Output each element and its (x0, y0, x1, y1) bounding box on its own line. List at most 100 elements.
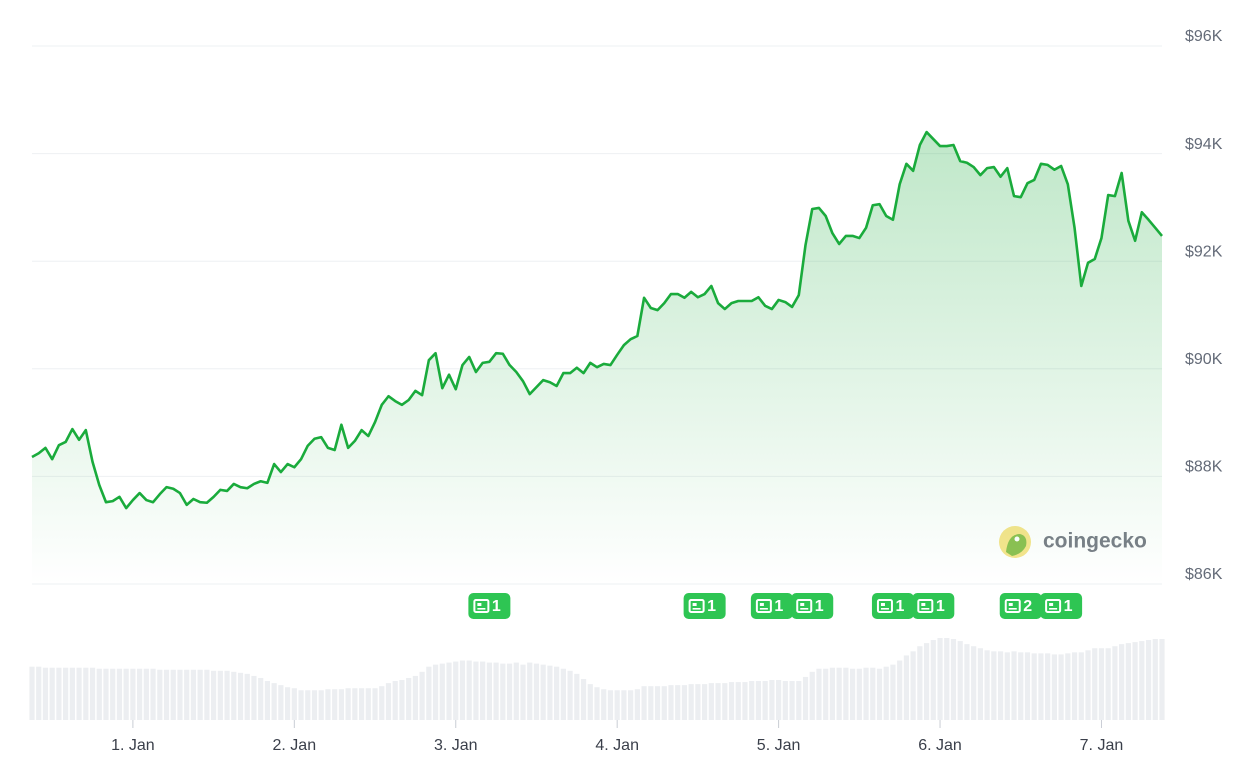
volume-bar (574, 673, 580, 720)
volume-bar (419, 671, 425, 720)
volume-bar (352, 688, 358, 720)
volume-bar (345, 688, 351, 720)
volume-bar (271, 683, 277, 720)
volume-bar (816, 668, 822, 720)
volume-bar (63, 667, 69, 720)
volume-bar (1159, 639, 1165, 720)
volume-bar (1112, 646, 1118, 720)
volume-bar (258, 677, 264, 720)
volume-bar (284, 687, 291, 720)
volume-bar (500, 663, 506, 720)
volume-bar (654, 686, 661, 720)
volume-bar (1018, 652, 1024, 720)
volume-bar (688, 684, 694, 720)
news-icon (688, 599, 705, 613)
volume-bar (184, 669, 190, 720)
news-icon-line (921, 603, 926, 606)
news-count: 1 (936, 598, 945, 615)
volume-bar (957, 641, 963, 720)
news-count: 1 (774, 598, 783, 615)
volume-bar (237, 672, 244, 720)
volume-bar (897, 660, 903, 720)
news-icon-line (1049, 603, 1054, 606)
y-tick-label: $90K (1185, 351, 1223, 368)
volume-bar (110, 668, 116, 720)
news-icon (917, 599, 934, 613)
volume-bar (177, 669, 183, 720)
news-badges: 1 1 1 1 1 1 2 1 (468, 593, 1083, 619)
volume-bar (123, 668, 129, 720)
volume-bar (116, 668, 123, 720)
news-icon-line (1049, 608, 1058, 610)
news-badge[interactable]: 1 (750, 593, 793, 619)
volume-bar (836, 667, 842, 720)
volume-bar (702, 684, 708, 720)
news-icon (876, 599, 893, 613)
news-icon-line (800, 608, 809, 610)
volume-bar (251, 675, 257, 720)
volume-bar (217, 670, 223, 720)
volume-bar (950, 639, 957, 720)
volume-bar (29, 666, 35, 720)
volume-bar (917, 646, 923, 720)
volume-bar (668, 685, 674, 720)
volume-bar (695, 684, 701, 720)
news-icon-line (921, 608, 930, 610)
volume-bar (648, 686, 654, 720)
volume-bar (923, 643, 930, 720)
volume-bar (1145, 640, 1152, 720)
volume-bar (1092, 648, 1098, 720)
x-tick-label: 3. Jan (434, 737, 478, 754)
volume-bar (930, 640, 936, 720)
volume-bar (977, 648, 983, 720)
volume-bar (984, 650, 990, 720)
volume-bar (197, 669, 203, 720)
volume-bar (742, 682, 748, 720)
volume-bar (789, 681, 795, 720)
volume-bar (628, 690, 634, 720)
news-count: 1 (707, 598, 716, 615)
news-badge[interactable]: 1 (912, 593, 955, 619)
x-tick-label: 6. Jan (918, 737, 962, 754)
volume-bar (728, 682, 735, 720)
volume-bar (769, 680, 775, 720)
volume-bar (89, 667, 96, 720)
news-badge[interactable]: 1 (791, 593, 834, 619)
y-tick-label: $96K (1185, 28, 1223, 45)
volume-bar (782, 681, 788, 720)
volume-bar (823, 668, 829, 720)
volume-bar (594, 687, 600, 720)
volume-bar (379, 686, 385, 720)
volume-bar (332, 689, 338, 720)
news-badge[interactable]: 1 (1040, 593, 1083, 619)
volume-bar (231, 671, 237, 720)
y-tick-label: $88K (1185, 459, 1223, 476)
volume-bar (305, 690, 311, 720)
volume-bar (715, 683, 721, 720)
volume-bar (143, 668, 149, 720)
volume-bar (157, 669, 163, 720)
news-badge[interactable]: 2 (999, 593, 1042, 619)
news-badge[interactable]: 1 (683, 593, 726, 619)
news-icon-line (1008, 608, 1017, 610)
x-tick-label: 5. Jan (757, 737, 801, 754)
volume-bar (708, 683, 714, 720)
volume-bar (580, 679, 587, 720)
volume-bar (1078, 652, 1084, 720)
volume-bar (634, 689, 640, 720)
volume-bar (614, 690, 620, 720)
volume-bar (96, 668, 102, 720)
news-icon (1045, 599, 1062, 613)
news-icon (1004, 599, 1021, 613)
volume-bar (1024, 652, 1031, 720)
volume-bar (392, 681, 398, 720)
news-count: 1 (492, 598, 501, 615)
x-tick-label: 4. Jan (595, 737, 639, 754)
news-badge[interactable]: 1 (468, 593, 511, 619)
x-tick-label: 1. Jan (111, 737, 155, 754)
volume-bar (776, 680, 782, 720)
volume-bar (1152, 639, 1158, 720)
volume-bar (944, 638, 950, 720)
plot (31, 130, 1163, 584)
news-badge[interactable]: 1 (871, 593, 914, 619)
